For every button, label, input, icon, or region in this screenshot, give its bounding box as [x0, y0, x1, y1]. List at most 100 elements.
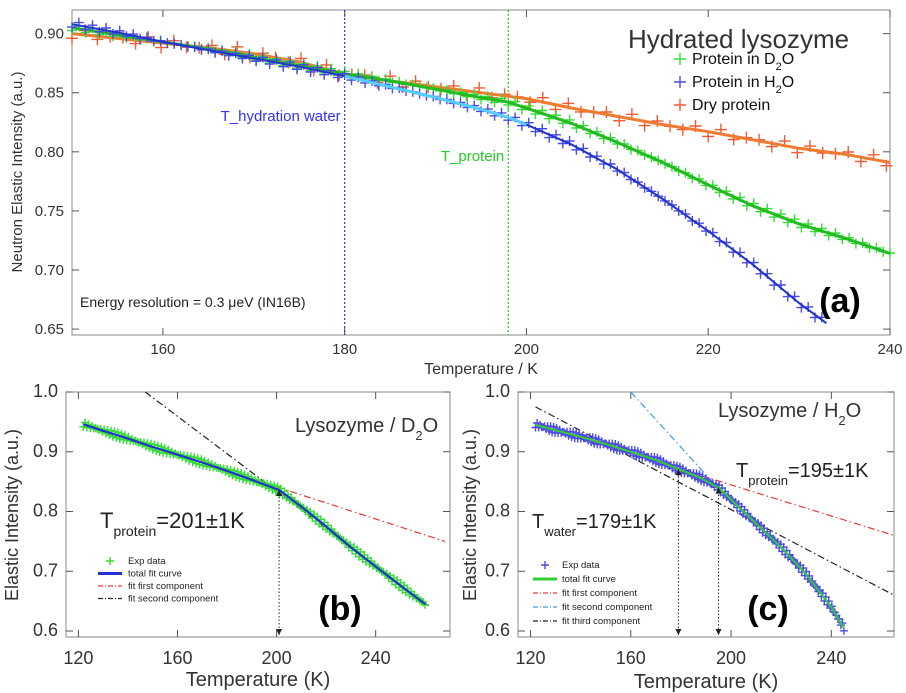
title-c-main: Lysozyme / H — [718, 400, 838, 422]
y-tick-label: 0.8 — [33, 501, 58, 521]
y-tick-label: 0.8 — [485, 501, 510, 521]
x-axis-label-a: Temperature / K — [424, 361, 538, 378]
x-tick-label: 240 — [816, 648, 846, 668]
series-group-b — [79, 391, 446, 635]
axis-ticks-c: 120 160 200 240 0.6 0.7 0.8 0.9 1.0 — [485, 381, 894, 668]
transition-arrowhead-top — [675, 469, 682, 476]
series-group-c — [531, 391, 895, 635]
transition-arrowhead — [715, 629, 722, 635]
x-tick-label: 160 — [162, 648, 192, 668]
y-tick-label: 1.0 — [33, 381, 58, 401]
legend-label-tail: O — [782, 51, 794, 68]
title-c-tail: O — [846, 400, 862, 422]
transition-protein-label-c: Tprotein=195±1K — [736, 460, 869, 488]
title-b-sub: 2 — [415, 428, 422, 443]
total-fit-line — [82, 423, 426, 605]
y-tick-label: 0.85 — [35, 85, 64, 102]
transition-arrowhead — [675, 629, 682, 635]
y-tick-label: 0.7 — [485, 560, 510, 580]
y-tick-label: 0.80 — [35, 144, 64, 161]
legend-label: total fit curve — [562, 574, 616, 585]
x-tick-label: 200 — [716, 648, 746, 668]
fit-third-component-line — [535, 406, 895, 596]
axis-ticks-a: 160 180 200 220 240 0.65 0.70 0.75 0.80 0.85 0.90 — [35, 10, 903, 358]
y-tick-label: 0.90 — [35, 26, 64, 43]
legend-label-sub: 2 — [776, 61, 782, 73]
y-tick-label: 0.6 — [33, 620, 58, 640]
legend-marker — [674, 76, 686, 88]
y-tick-label: 0.9 — [485, 441, 510, 461]
chart-title-a: Hydrated lysozyme — [628, 24, 849, 54]
transition-c-protein-tail: =195±1K — [788, 460, 869, 482]
legend-marker — [674, 53, 686, 65]
transition-b-main: T — [100, 508, 113, 533]
legend-marker — [106, 557, 114, 565]
data-point — [839, 626, 848, 635]
y-tick-label: 0.75 — [35, 203, 64, 220]
panel-c: 120 160 200 240 0.6 0.7 0.8 0.9 1.0 Lysozyme / H… — [460, 381, 895, 693]
y-tick-label: 0.6 — [485, 620, 510, 640]
transition-c-water-main: T — [532, 511, 544, 533]
series-group-a — [66, 17, 895, 325]
legend-label: fit second component — [128, 594, 219, 605]
transition-arrowhead-top — [715, 487, 722, 494]
x-axis-label-c: Temperature (K) — [634, 671, 779, 693]
title-b-main: Lysozyme / D — [295, 415, 415, 437]
legend-label: fit first component — [562, 588, 637, 599]
x-tick-label: 160 — [150, 341, 175, 358]
legend-label: Exp data — [562, 560, 600, 571]
legend-label-main: Protein in H — [692, 74, 776, 91]
plot-frame-a — [71, 9, 891, 336]
chart-title-b: Lysozyme / D2O — [295, 415, 438, 443]
transition-c-protein-main: T — [736, 460, 748, 482]
transition-arrowhead-top — [276, 490, 283, 496]
legend-label: Protein in H2O — [692, 74, 794, 96]
x-tick-label: 160 — [616, 648, 646, 668]
data-point — [600, 106, 613, 118]
transition-arrowhead — [276, 629, 283, 635]
fit-line — [71, 26, 891, 255]
title-c-sub: 2 — [838, 413, 845, 428]
y-tick-label: 0.9 — [33, 441, 58, 461]
annotation-energy-resolution: Energy resolution = 0.3 μeV (IN16B) — [80, 294, 306, 310]
y-tick-label: 0.65 — [35, 321, 64, 338]
x-tick-label: 240 — [877, 341, 902, 358]
y-tick-label: 1.0 — [485, 381, 510, 401]
legend-label: fit first component — [128, 581, 203, 592]
legend-marker — [674, 99, 686, 111]
transition-water-label-c: Twater=179±1K — [532, 511, 657, 539]
panel-label-a: (a) — [819, 282, 861, 320]
legend-c: Exp data total fit curve fit first compone… — [533, 560, 653, 627]
chart-title-c: Lysozyme / H2O — [718, 400, 861, 428]
legend-label-main: Dry protein — [692, 97, 770, 114]
legend-label: Protein in D2O — [692, 51, 794, 73]
transition-c-protein-sub: protein — [748, 473, 788, 488]
fit-first-component-line — [535, 423, 895, 536]
data-point — [223, 50, 234, 61]
x-tick-label: 180 — [332, 341, 357, 358]
x-tick-label: 120 — [516, 648, 546, 668]
y-axis-label-c: Elastic Intensity (a.u.) — [460, 429, 480, 601]
x-axis-label-b: Temperature (K) — [186, 669, 331, 691]
axis-ticks-b: 120 160 200 240 0.6 0.7 0.8 0.9 1.0 — [33, 381, 450, 668]
fit-second-component-line — [630, 391, 732, 503]
fit-line-highlight — [344, 74, 527, 126]
x-tick-label: 240 — [361, 648, 391, 668]
legend-label-tail: O — [782, 74, 794, 91]
panel-b: 120 160 200 240 0.6 0.7 0.8 0.9 1.0 Lysozyme / D… — [2, 381, 451, 691]
data-point — [230, 48, 241, 59]
panel-label-c: (c) — [747, 590, 789, 628]
panel-a: 160 180 200 220 2400.650.700.750.800.850.90 … — [9, 9, 903, 378]
legend-label: Exp data — [128, 556, 166, 567]
x-tick-label: 220 — [696, 341, 721, 358]
data-point — [107, 28, 118, 39]
data-point — [114, 25, 125, 36]
plot-frame-b — [65, 391, 451, 638]
plot-frame-c — [517, 391, 895, 638]
x-tick-label: 120 — [63, 648, 93, 668]
vlines-a: T_hydration water T_protein — [221, 10, 509, 335]
transition-c-water-sub: water — [543, 524, 576, 539]
legend-label: total fit curve — [128, 569, 182, 580]
